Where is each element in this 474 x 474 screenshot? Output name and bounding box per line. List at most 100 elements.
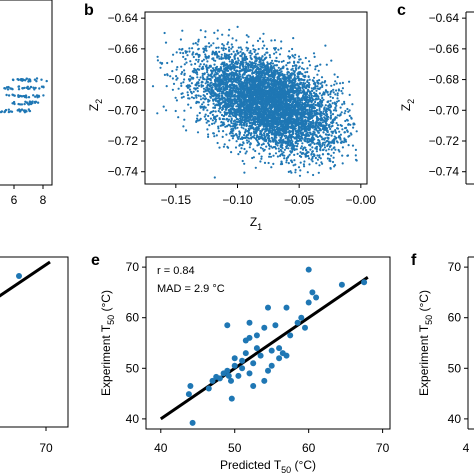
panel-b-point — [224, 86, 227, 89]
panel-b-point — [282, 151, 285, 154]
panel-b-point — [276, 155, 279, 158]
panel-b-point — [183, 118, 186, 121]
panel-b-point — [219, 84, 222, 87]
panel-b-point — [220, 74, 223, 77]
panel-b-point — [255, 68, 258, 72]
panel-a-points — [0, 77, 48, 114]
panel-b-point — [322, 98, 325, 101]
panel-b-point — [247, 94, 250, 97]
panel-b-point — [263, 124, 266, 128]
panel-b-point — [305, 98, 309, 101]
panel-b-point — [195, 58, 198, 61]
panel-b-point — [355, 159, 358, 162]
panel-b-point — [222, 130, 225, 133]
panel-b-point — [314, 83, 317, 86]
panel-b-point — [273, 52, 276, 55]
panel-a-point — [23, 102, 26, 106]
panel-b-point — [354, 148, 357, 151]
panel-b-point — [197, 94, 200, 97]
panel-b-point — [190, 63, 193, 66]
panel-b-point — [298, 91, 301, 94]
panel-a-point — [42, 94, 45, 97]
panel-a-point — [45, 79, 48, 83]
panel-b-point — [350, 117, 353, 120]
panel-b-point — [211, 67, 215, 70]
panel-b-point — [327, 148, 330, 151]
panel-b-point — [266, 137, 270, 140]
panel-b-point — [252, 122, 255, 125]
panel-b-point — [285, 161, 288, 164]
panel-b-point — [329, 95, 332, 98]
panel-b-point — [235, 113, 238, 116]
panel-b-point — [186, 54, 189, 57]
panel-b-point — [187, 86, 190, 89]
panel-b-point — [177, 87, 180, 90]
panel-b-point — [261, 40, 265, 43]
panel-b-point — [347, 135, 350, 138]
panel-b-point — [322, 91, 325, 94]
panel-b-point — [346, 130, 349, 133]
panel-a-point — [20, 103, 24, 106]
panel-b-point — [222, 47, 225, 50]
panel-b-point — [275, 64, 279, 67]
panel-b-point — [192, 55, 195, 59]
panel-b-point — [293, 56, 296, 59]
panel-b-point — [217, 109, 220, 113]
panel-b-point — [265, 56, 268, 59]
panel-b-point — [274, 152, 278, 155]
panel-b-point — [240, 124, 243, 127]
panel-b-point — [337, 88, 340, 91]
panel-b-point — [268, 147, 271, 150]
panel-b-point — [272, 88, 275, 91]
panel-b-point — [278, 150, 281, 153]
panel-b-point — [233, 80, 236, 83]
panel-b-point — [315, 162, 318, 165]
panel-b-point — [231, 137, 234, 140]
panel-b-point — [174, 96, 177, 99]
panel-b-point — [244, 128, 247, 131]
panel-b-point — [206, 60, 209, 63]
panel-b-point — [252, 156, 255, 159]
panel-a-point — [40, 85, 44, 88]
panel-b-point — [252, 48, 255, 51]
panel-b-point — [164, 41, 168, 44]
panel-b-point — [322, 110, 325, 113]
panel-b-point — [258, 137, 261, 140]
panel-b-point — [336, 94, 339, 97]
panel-b-point — [320, 136, 323, 139]
panel-b-point — [336, 100, 339, 103]
panel-b-point — [213, 63, 216, 66]
panel-b-point — [292, 113, 295, 116]
panel-b-point — [324, 137, 327, 140]
panel-b-point — [191, 53, 194, 56]
panel-b-point — [245, 139, 248, 142]
panel-a-point — [13, 102, 16, 106]
panel-b-point — [180, 82, 183, 85]
panel-b-point — [323, 93, 326, 96]
panel-b-point — [208, 124, 211, 127]
panel-b-point — [331, 141, 334, 144]
panel-b-point — [321, 121, 324, 124]
panel-b-point — [292, 164, 295, 167]
panel-b-point — [214, 84, 217, 87]
panel-b-point — [277, 147, 280, 150]
panel-b-point — [190, 92, 193, 95]
panel-b-point — [183, 69, 186, 72]
panel-b-point — [262, 61, 265, 64]
panel-b-point — [288, 99, 291, 103]
panel-b-point — [339, 141, 342, 144]
panel-b-point — [295, 68, 298, 71]
panel-b-point — [331, 160, 335, 164]
panel-b-point — [316, 95, 319, 98]
panel-b-point — [244, 57, 248, 60]
panel-b-point — [228, 60, 231, 63]
panel-b-point — [321, 112, 324, 115]
panel-b-point — [246, 116, 249, 120]
panel-b-point — [254, 130, 257, 133]
panel-b-points — [151, 25, 358, 179]
panel-b-point — [335, 116, 338, 119]
panel-b-point — [313, 55, 316, 59]
panel-a-point — [18, 110, 21, 113]
panel-b-point — [279, 144, 282, 147]
panel-b-point — [189, 106, 192, 109]
